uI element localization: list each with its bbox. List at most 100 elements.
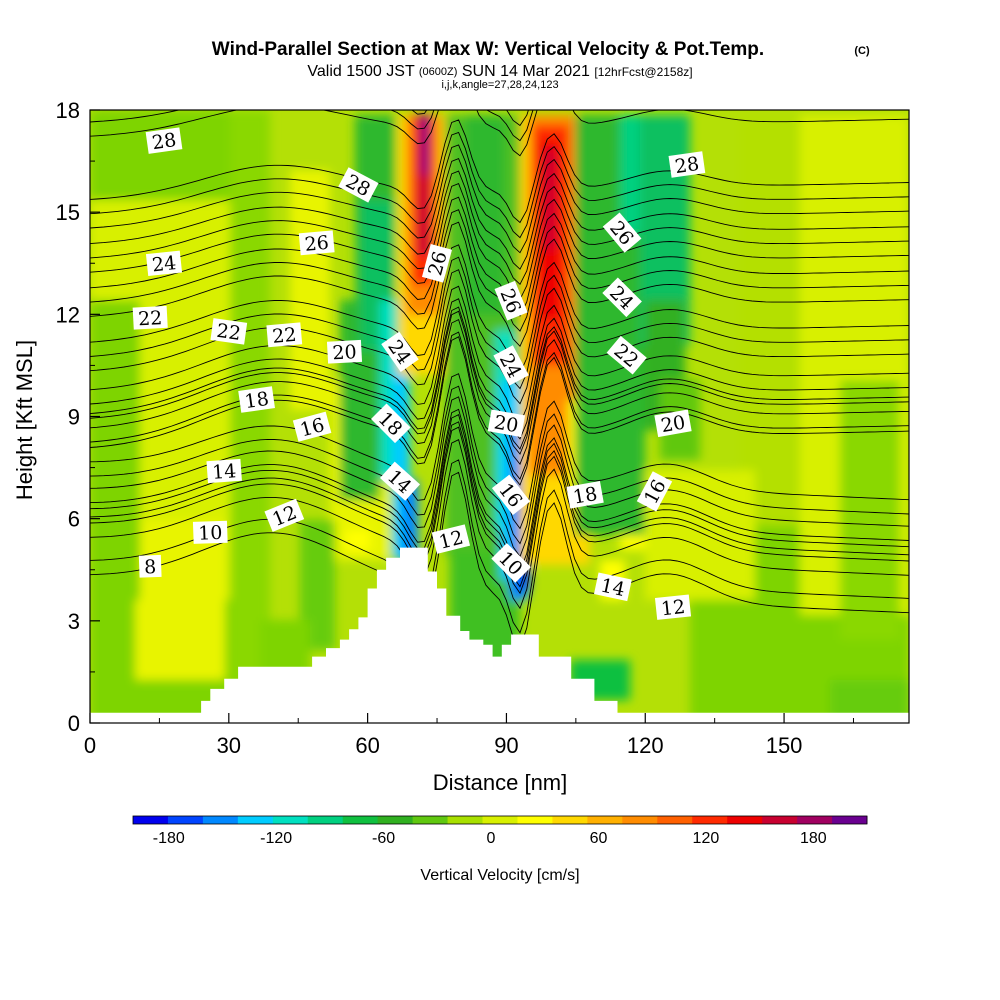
colorbar-swatch — [307, 816, 344, 824]
colorbar-swatch — [727, 816, 763, 824]
contour-label: 16 — [292, 411, 332, 442]
contour-label: 22 — [210, 318, 248, 345]
contour-label: 20 — [654, 409, 692, 437]
contour-label-text: 22 — [138, 307, 163, 330]
colorbar-swatch — [797, 816, 833, 824]
contour-label: 20 — [326, 339, 363, 364]
isentrope-line — [90, 131, 909, 239]
x-tick-label: 150 — [766, 733, 803, 758]
contour-label: 8 — [138, 554, 162, 579]
isentrope-line — [90, 331, 909, 480]
isentrope-line — [90, 244, 909, 375]
y-tick-label: 15 — [56, 200, 80, 225]
colorbar-ticks: -180 -120 -60 0 60 120 180 — [153, 830, 827, 847]
colorbar-swatch — [622, 816, 658, 824]
isentrope-line — [90, 110, 534, 142]
colorbar-tick-label: -60 — [372, 830, 395, 847]
x-axis-label: Distance [nm] — [433, 770, 568, 795]
colorbar-swatch — [657, 816, 693, 824]
contour-label: 14 — [593, 572, 632, 602]
colorbar-tick-label: -120 — [260, 830, 292, 847]
colorbar-swatch — [832, 816, 868, 824]
contour-label: 20 — [487, 409, 526, 437]
y-tick-label: 6 — [68, 507, 80, 532]
contour-label-text: 10 — [198, 522, 223, 545]
x-tick-label: 60 — [355, 733, 379, 758]
isentrope-line — [90, 336, 909, 486]
contour-label: 24 — [145, 250, 183, 276]
y-tick-label: 12 — [56, 302, 80, 327]
isentrope-line — [90, 110, 909, 157]
colorbar-swatch — [237, 816, 274, 824]
y-tick-label: 18 — [56, 98, 80, 123]
colorbar-swatch — [412, 816, 449, 824]
isentrope-line — [90, 396, 909, 558]
colorbar-swatch — [167, 816, 204, 824]
contour-label-text: 18 — [243, 388, 270, 413]
contour-label: 22 — [606, 335, 647, 375]
contour-label-text: 28 — [674, 153, 701, 178]
isentrope-line — [90, 385, 909, 545]
contour-label: 12 — [654, 594, 692, 620]
contour-label-text: 18 — [571, 483, 599, 509]
contour-label-text: 12 — [660, 596, 686, 620]
colorbar-tick-label: 60 — [590, 830, 608, 847]
valid-time: Valid 1500 JST — [307, 63, 415, 80]
colorbar-frame — [132, 815, 868, 825]
colorbar-swatch — [272, 816, 309, 824]
isentrope-line — [90, 221, 909, 347]
x-tick-label: 90 — [494, 733, 518, 758]
y-tick-label: 0 — [68, 711, 80, 736]
y-tick-label: 9 — [68, 405, 80, 430]
colorbar-tick-label: 0 — [487, 830, 496, 847]
y-axis: 0 3 6 9 12 15 18 — [56, 98, 100, 736]
contour-label-text: 14 — [599, 575, 627, 602]
colorbar — [132, 815, 868, 825]
colorbar-swatch — [482, 816, 518, 824]
x-tick-label: 0 — [84, 733, 96, 758]
isentrope-line — [90, 144, 909, 254]
section-params: i,j,k,angle=27,28,24,123 — [441, 79, 558, 91]
colorbar-tick-label: 120 — [693, 830, 720, 847]
x-tick-label: 120 — [627, 733, 664, 758]
colorbar-swatch — [342, 816, 379, 824]
contour-label-text: 20 — [659, 411, 687, 437]
colorbar-label: Vertical Velocity [cm/s] — [420, 867, 579, 884]
contour-label-text: 8 — [144, 556, 157, 578]
colorbar-swatch — [133, 816, 169, 824]
contour-label: 18 — [238, 386, 275, 413]
contour-label: 28 — [145, 127, 183, 154]
colorbar-swatch — [587, 816, 623, 824]
x-tick-label: 30 — [217, 733, 241, 758]
contour-label: 26 — [298, 230, 335, 256]
chart-subtitle: Valid 1500 JST (0600Z) SUN 14 Mar 2021 [… — [307, 62, 692, 80]
isentrope-line — [90, 119, 909, 224]
isentrope-line — [90, 426, 909, 595]
contour-label: 10 — [192, 520, 228, 545]
contour-label-text: 20 — [332, 341, 357, 364]
x-axis: 0 30 60 90 120 150 — [84, 713, 854, 758]
colorbar-swatch — [692, 816, 728, 824]
colorbar-swatch — [447, 816, 484, 824]
isentrope-line — [90, 170, 909, 286]
contour-label: 18 — [566, 481, 604, 509]
contour-label: 22 — [132, 305, 168, 330]
isentrope-line — [90, 306, 909, 450]
colorbar-tick-label: 180 — [800, 830, 827, 847]
contour-label-text: 28 — [151, 129, 178, 154]
contour-label-text: 14 — [211, 460, 237, 484]
isentrope-line — [90, 421, 909, 588]
isentrope-line — [90, 298, 909, 440]
terrain — [90, 547, 909, 723]
copyright-mark: (C) — [854, 45, 870, 57]
contour-label: 14 — [206, 458, 242, 484]
colorbar-swatch — [517, 816, 553, 824]
colorbar-swatch — [552, 816, 588, 824]
isentrope-line — [90, 183, 909, 301]
contour-label-text: 24 — [151, 252, 177, 276]
y-tick-label: 3 — [68, 609, 80, 634]
chart-title: Wind-Parallel Section at Max W: Vertical… — [212, 39, 764, 60]
